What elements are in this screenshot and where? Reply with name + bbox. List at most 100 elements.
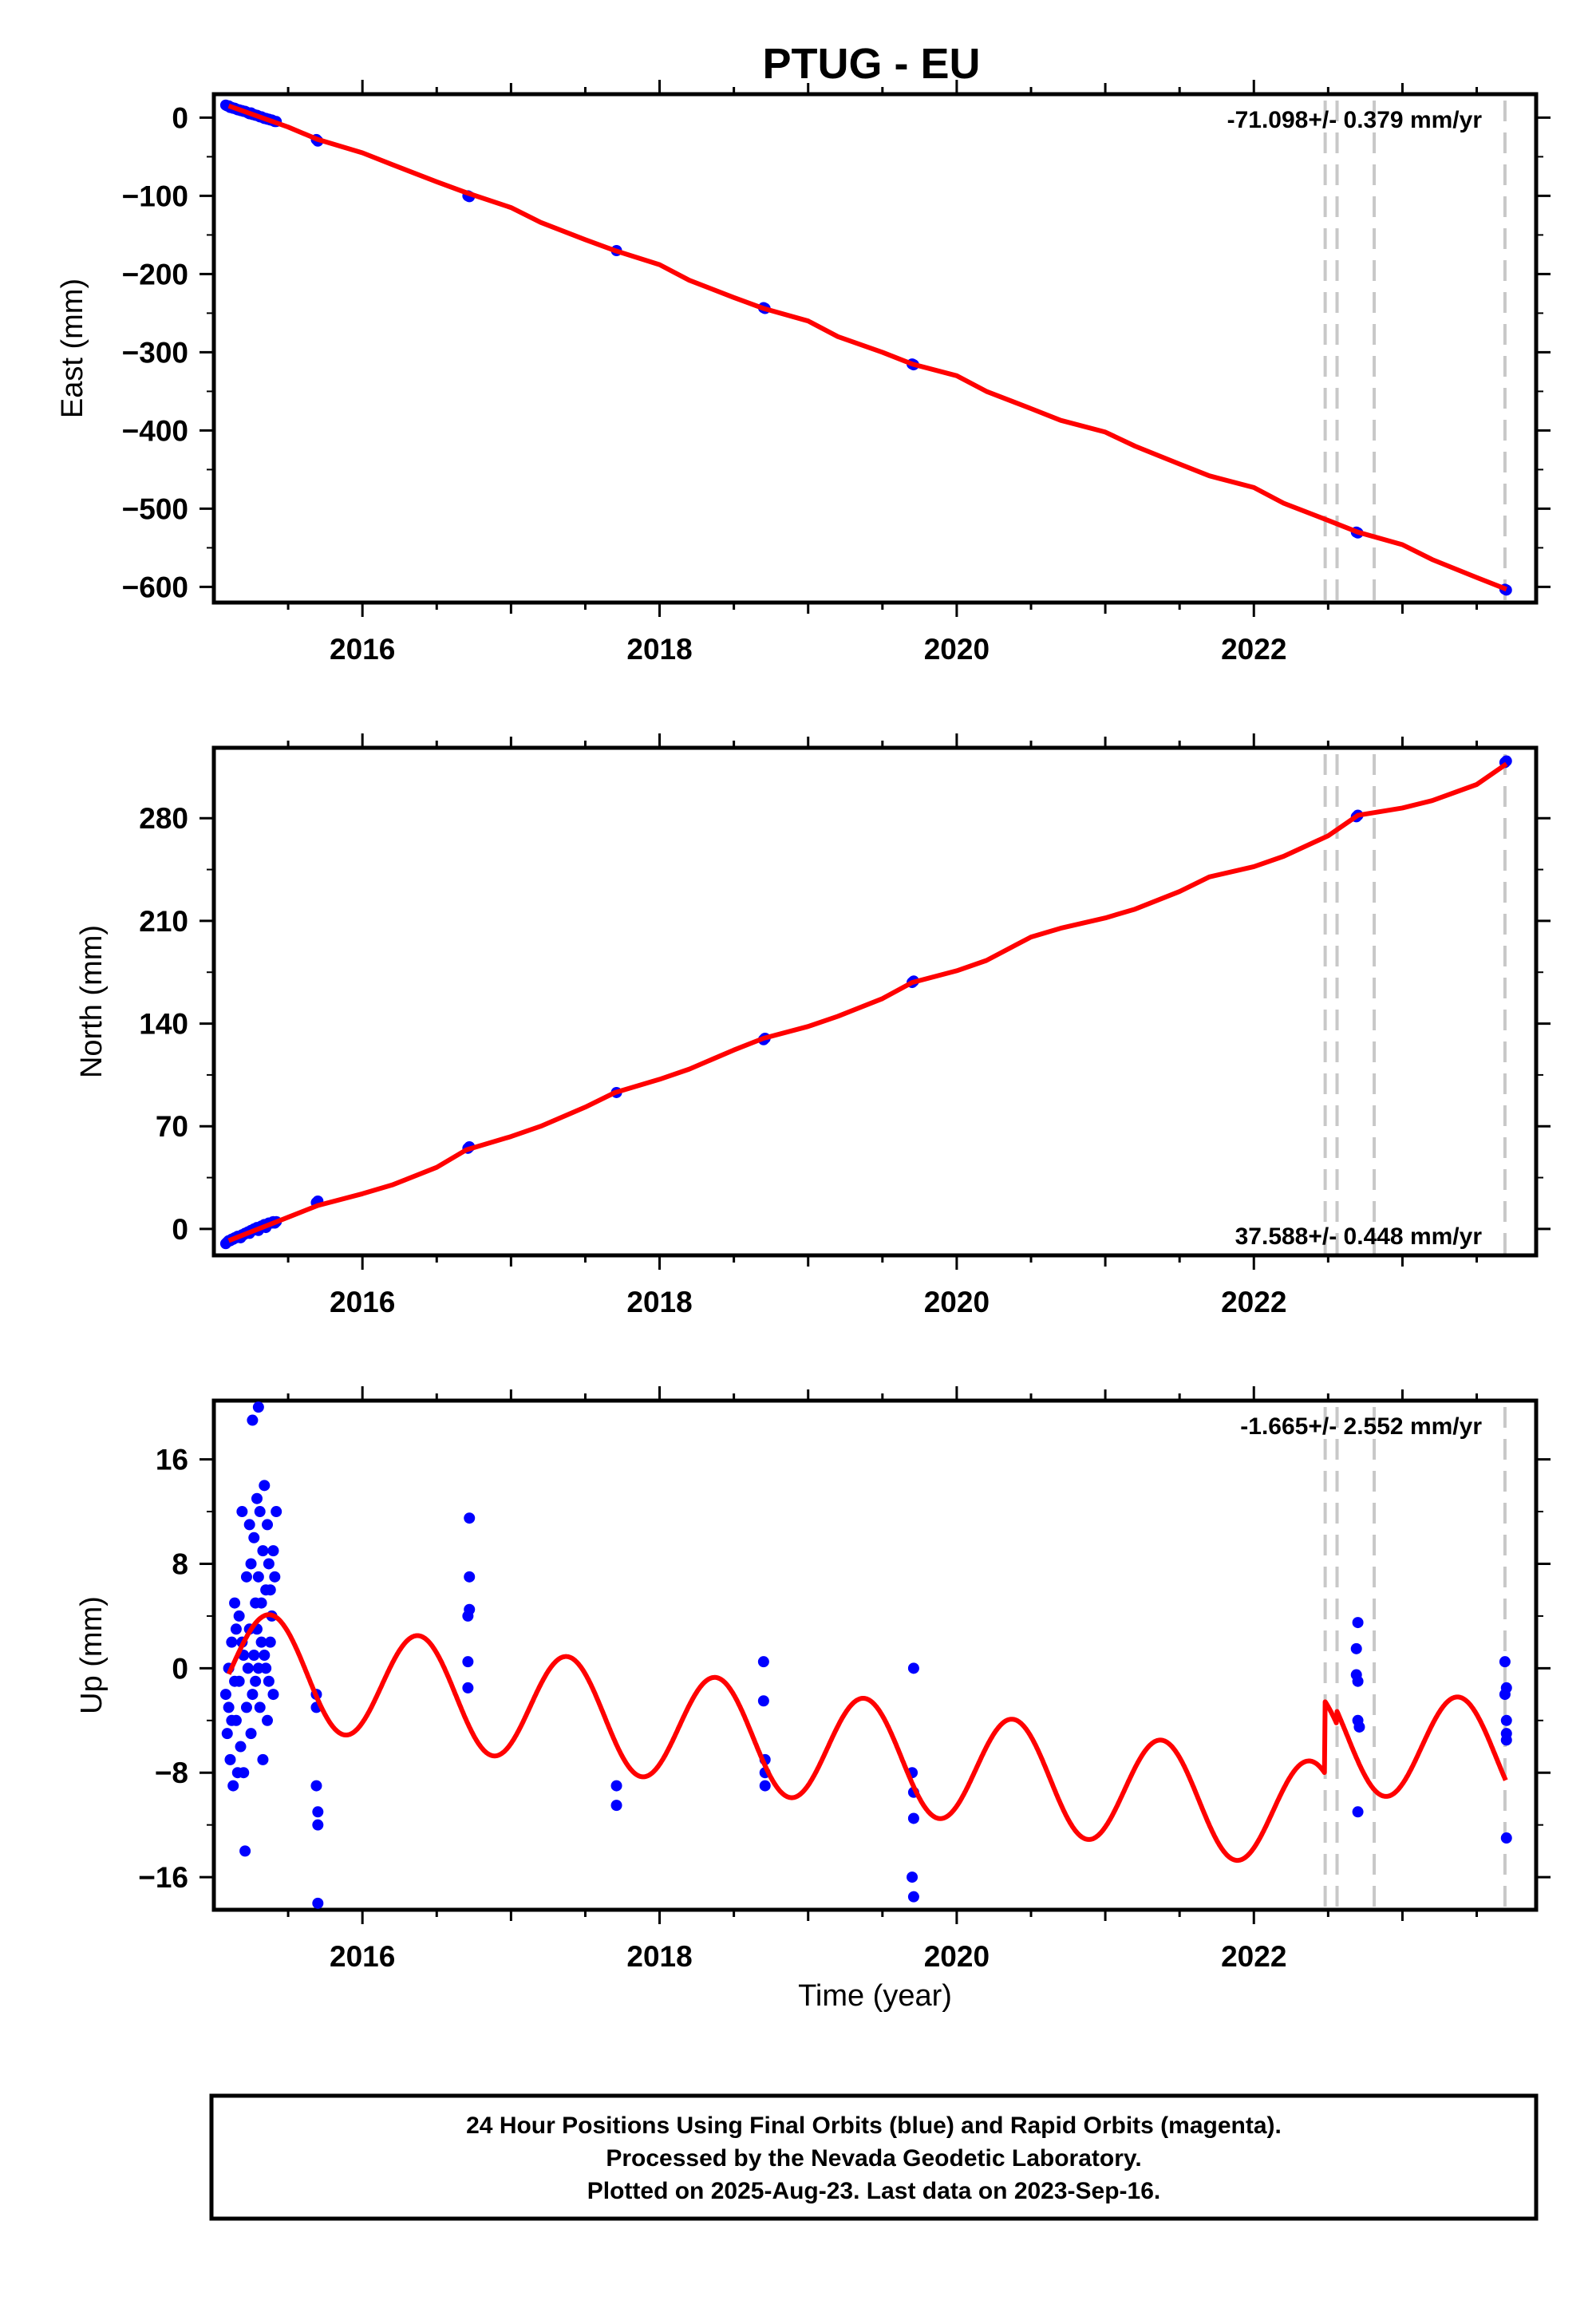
data-point [221,1728,233,1740]
y-tick-label: −300 [122,336,188,369]
data-point [238,1767,250,1779]
footer-line-1: 24 Hour Positions Using Final Orbits (bl… [466,2112,1282,2139]
data-point [250,1675,262,1687]
data-point [1500,1714,1512,1726]
data-point [264,1636,276,1648]
data-point [1350,1642,1362,1654]
rate-label: -71.098+/- 0.379 mm/yr [1227,107,1483,133]
y-tick-label: 140 [139,1008,188,1041]
y-tick-label: −500 [122,492,188,525]
y-tick-label: 8 [172,1547,188,1580]
x-tick-label: 2018 [626,1940,692,1973]
model-line [227,761,1508,1243]
data-point [610,1780,622,1792]
data-point [245,1728,257,1740]
data-point [464,1512,476,1524]
data-point [245,1558,257,1570]
data-point [264,1584,276,1596]
y-tick-label: −200 [122,258,188,290]
data-point [907,1812,919,1824]
data-point [236,1506,248,1518]
x-tick-label: 2018 [626,1286,692,1318]
footer-line-3: Plotted on 2025-Aug-23. Last data on 202… [587,2178,1161,2204]
footer-frame [209,2093,1539,2221]
data-point [260,1662,272,1674]
data-point [1352,1617,1364,1629]
data-point [269,1571,281,1583]
data-point [251,1492,263,1504]
data-point [310,1780,322,1792]
y-axis-label: North (mm) [75,925,109,1078]
data-point [243,1519,255,1531]
x-tick-label: 2020 [924,633,990,666]
data-point [907,1871,918,1883]
data-point [226,1636,238,1648]
data-point [255,1597,267,1609]
data-point [312,1897,324,1909]
data-point [1499,1656,1511,1668]
data-point [312,1819,324,1831]
y-tick-label: 0 [172,101,188,134]
chart-title: PTUG - EU [762,40,980,88]
data-point [263,1558,275,1570]
y-tick-label: 70 [156,1110,188,1143]
y-tick-label: −8 [155,1757,188,1789]
y-tick-label: 210 [139,905,188,938]
data-point [252,1401,264,1413]
data-point [259,1480,271,1492]
data-point [1500,1682,1512,1694]
data-point [757,1656,769,1668]
data-point [462,1656,474,1668]
x-tick-label: 2022 [1221,633,1286,666]
data-point [464,1571,476,1583]
x-tick-label: 2016 [330,633,395,666]
y-tick-label: −16 [138,1861,188,1894]
data-point [757,1695,769,1707]
data-point [462,1682,474,1694]
y-tick-label: −600 [122,571,188,603]
x-tick-label: 2020 [924,1286,990,1318]
y-tick-label: 280 [139,802,188,835]
data-point [219,1689,231,1701]
data-point [271,1506,282,1518]
x-axis-label: Time (year) [798,1979,952,2013]
data-point [223,1701,235,1713]
data-point [240,1571,252,1583]
footer-box: 24 Hour Positions Using Final Orbits (bl… [209,2093,1539,2221]
data-point [1352,1806,1364,1818]
data-point [262,1714,274,1726]
data-point [252,1571,264,1583]
data-point [1352,1675,1364,1687]
x-tick-label: 2020 [924,1940,990,1973]
model-line [226,1612,1508,1863]
y-tick-label: 0 [172,1652,188,1685]
data-point [227,1780,239,1792]
data-point [233,1675,245,1687]
up-panel: 16 8 0 −8 −16 2016 2018 2020 2022 -1.665+/- 2.552… [75,1386,1551,2013]
y-tick-label: 16 [156,1444,188,1476]
data-point [224,1753,236,1765]
x-tick-label: 2022 [1221,1286,1286,1318]
y-tick-label: −100 [122,180,188,212]
data-point [759,1780,771,1792]
data-point [312,1806,324,1818]
x-tick-label: 2018 [626,633,692,666]
plot-frame [211,92,1539,605]
x-tick-label: 2016 [330,1286,395,1318]
data-point [267,1545,279,1557]
east-panel: 0 −100 −200 −300 −400 −500 −600 2016 2018 2020 202… [56,80,1551,666]
data-point [464,1603,476,1615]
rate-label: 37.588+/- 0.448 mm/yr [1235,1223,1483,1250]
data-point [1353,1721,1365,1733]
data-point [248,1531,260,1543]
data-point [239,1845,251,1857]
data-point [248,1650,260,1661]
north-panel: 0 70 140 210 280 2016 2018 2020 2022 37.588+/- 0.… [75,733,1551,1318]
y-tick-label: −400 [122,414,188,447]
data-point [1500,1728,1512,1740]
data-point [610,1800,622,1812]
rate-label: -1.665+/- 2.552 mm/yr [1240,1413,1482,1440]
data-point [247,1414,259,1426]
data-point [230,1623,242,1635]
data-point [240,1701,252,1713]
